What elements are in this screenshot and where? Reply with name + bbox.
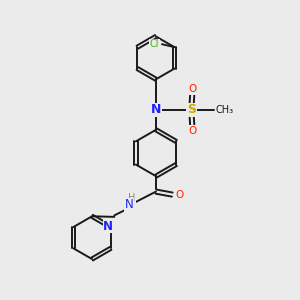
Text: CH₃: CH₃ [215,105,233,115]
Text: N: N [151,103,161,116]
Text: O: O [175,190,183,200]
Text: N: N [103,220,113,233]
Text: S: S [187,103,196,116]
Text: O: O [188,126,196,136]
Text: H: H [128,194,135,203]
Text: O: O [188,84,196,94]
Text: Cl: Cl [149,39,159,49]
Text: N: N [125,199,134,212]
